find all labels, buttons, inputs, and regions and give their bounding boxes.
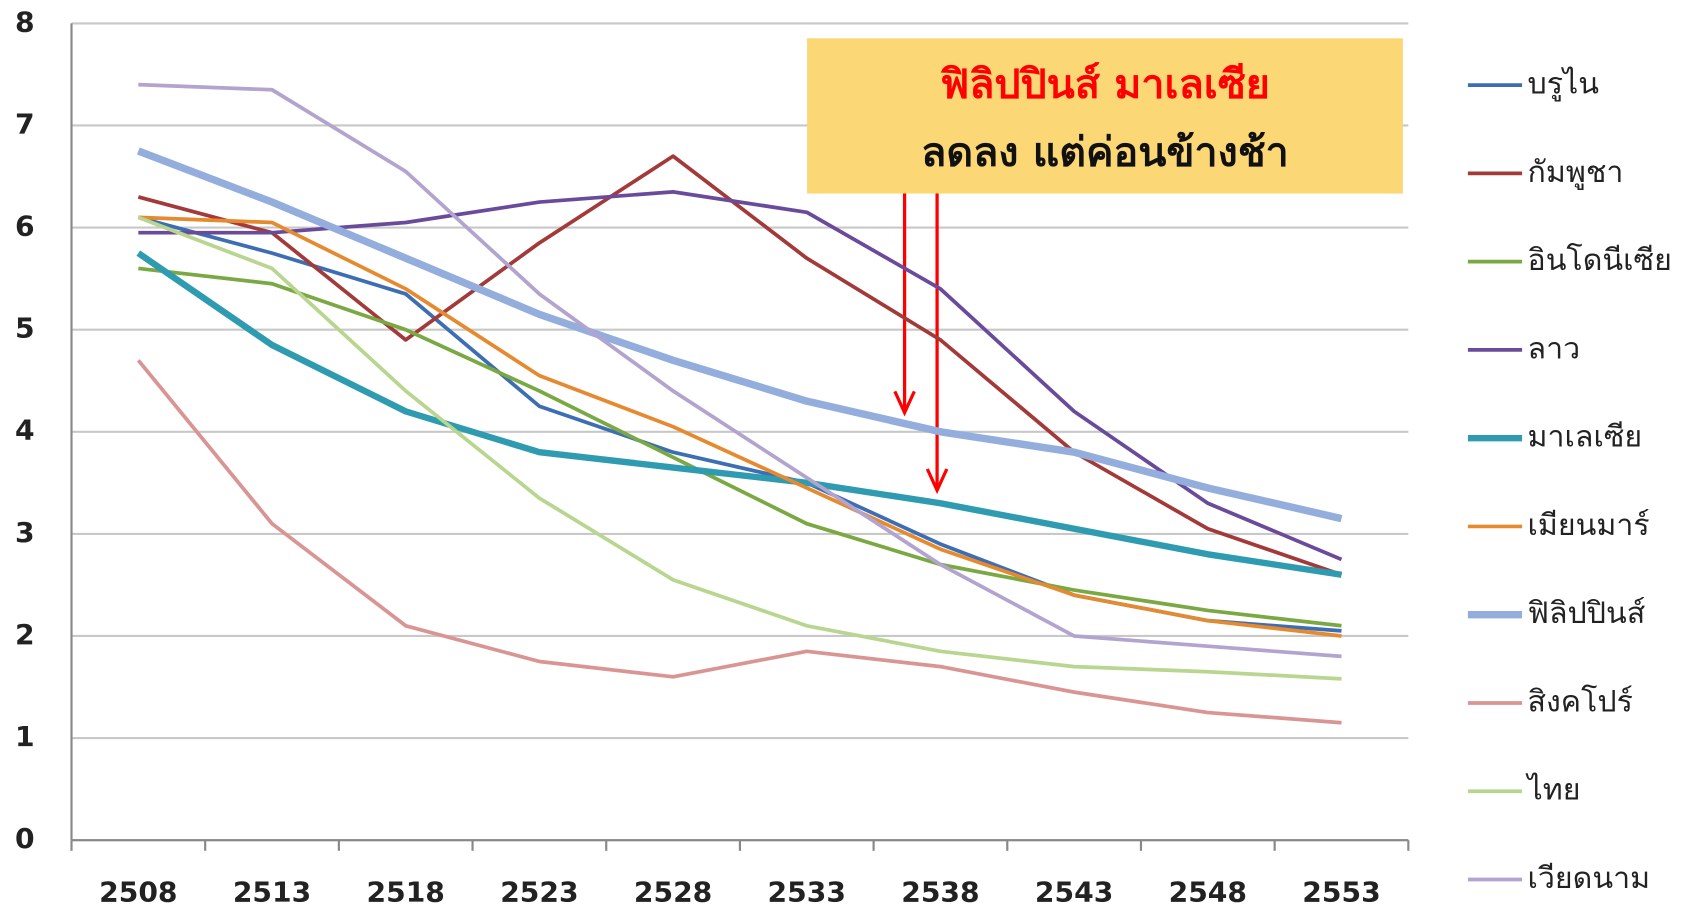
y-tick-label: 2 [15, 618, 35, 651]
y-tick-label: 5 [15, 312, 35, 345]
y-tick-label: 3 [15, 516, 35, 549]
legend-label: มาเลเซีย [1528, 420, 1643, 455]
annotation-text: ลดลง แต่ค่อนข้างช้า [921, 129, 1289, 177]
series-line [136, 250, 1342, 578]
x-tick-label: 2533 [768, 876, 846, 909]
x-tick-label: 2553 [1302, 876, 1380, 909]
x-tick-label: 2523 [500, 876, 578, 909]
legend-label: กัมพูชา [1528, 155, 1624, 190]
legend-label: บรูไน [1528, 66, 1600, 102]
series-line [137, 215, 1342, 633]
x-tick-label: 2513 [233, 876, 311, 909]
series-line [138, 215, 1342, 638]
y-tick-label: 7 [15, 108, 35, 141]
x-tick-label: 2543 [1035, 876, 1113, 909]
x-tick-label: 2548 [1169, 876, 1247, 909]
y-tick-label: 6 [15, 210, 35, 243]
legend-label: สิงคโปร์ [1528, 684, 1633, 720]
series-line [138, 266, 1342, 628]
y-tick-label: 0 [15, 822, 35, 855]
annotation-box [807, 38, 1403, 194]
x-tick-label: 2518 [367, 876, 445, 909]
y-tick-label: 1 [15, 720, 35, 753]
arrow-head [925, 468, 949, 495]
legend-label: ฟิลิปปินส์ [1528, 596, 1646, 631]
y-tick-label: 8 [15, 6, 35, 39]
legend-label: ลาว [1528, 332, 1581, 367]
series-line [136, 147, 1343, 523]
series-line [137, 215, 1342, 681]
legend-label: ไทย [1525, 772, 1580, 808]
arrow-head [893, 390, 916, 417]
series-line [136, 359, 1342, 725]
x-tick-label: 2538 [901, 876, 979, 909]
annotation-text: ฟิลิปปินส์ มาเลเซีย [940, 60, 1270, 108]
series-line [137, 154, 1343, 577]
legend-label: เมียนมาร์ [1528, 508, 1650, 543]
legend-label: อินโดนีเซีย [1528, 242, 1672, 278]
legend-label: เวียดนาม [1528, 861, 1651, 896]
x-tick-label: 2508 [99, 876, 177, 909]
y-tick-label: 4 [15, 414, 35, 447]
x-tick-label: 2528 [634, 876, 712, 909]
series-line [138, 82, 1342, 659]
